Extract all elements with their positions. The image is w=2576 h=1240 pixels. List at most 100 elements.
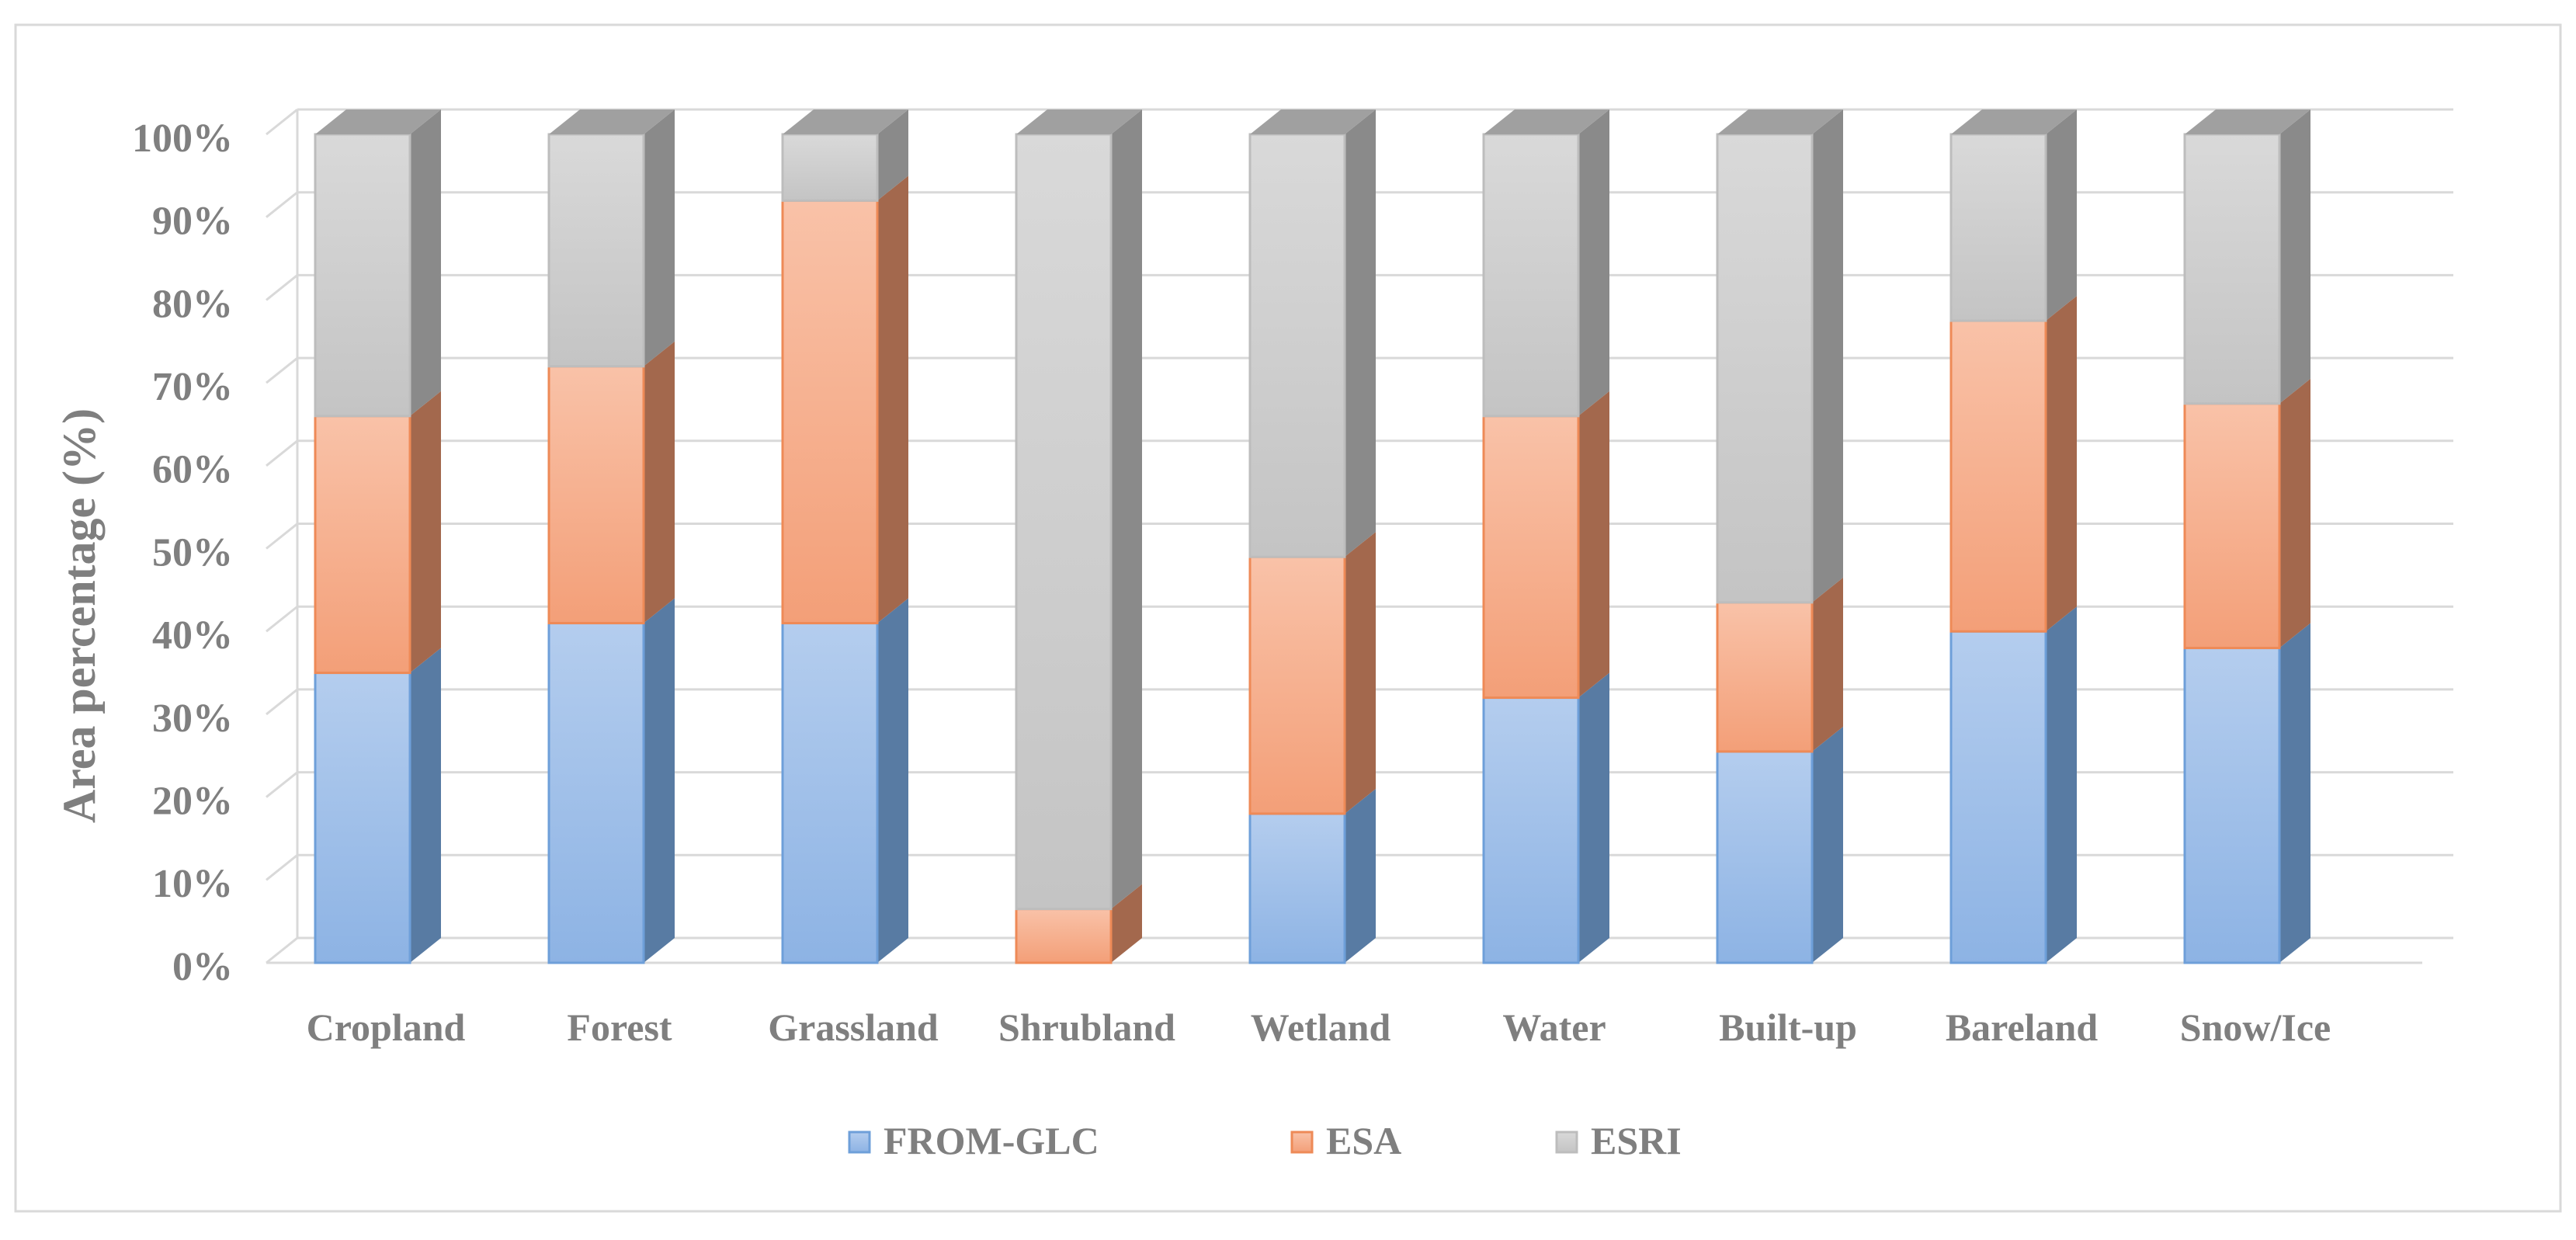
bar-segment — [1248, 532, 1376, 815]
gridline-side — [266, 606, 298, 633]
bar-segment — [1949, 606, 2077, 964]
bar-segment — [781, 175, 908, 625]
bar-segment — [1716, 109, 1843, 604]
bar-side-face — [1812, 109, 1843, 603]
bar-segment — [1482, 391, 1609, 700]
bar-side-face — [877, 598, 908, 963]
gridline-side — [266, 191, 298, 218]
bar-side-face — [410, 648, 441, 963]
gridline-side — [266, 523, 298, 550]
bar-front-face — [2183, 402, 2281, 650]
y-tick-label: 0% — [172, 945, 233, 989]
legend-label: FROM-GLC — [884, 1119, 1099, 1162]
bar-front-face — [1949, 133, 2047, 322]
bar-side-face — [410, 391, 441, 673]
gridline-side — [266, 439, 298, 467]
bar-side-face — [2279, 378, 2310, 648]
bar-side-face — [1578, 391, 1609, 698]
bar-top-face — [1484, 109, 1609, 134]
bar-top-face — [1250, 109, 1376, 134]
legend-item: ESA — [1290, 1119, 1401, 1162]
bar-segment — [1482, 109, 1609, 418]
bar-segment — [1248, 788, 1376, 964]
bar-side-face — [2046, 296, 2077, 632]
bar-front-face — [2183, 133, 2281, 405]
bar-segment — [2183, 623, 2310, 964]
gridline-side — [266, 688, 298, 716]
bar-side-face — [410, 109, 441, 416]
bar-segment — [1949, 296, 2077, 633]
y-tick-label: 20% — [152, 780, 233, 824]
bar-side-face — [644, 109, 675, 366]
bar-side-face — [644, 598, 675, 963]
bar-side-face — [2046, 109, 2077, 321]
bar-front-face — [1482, 415, 1580, 700]
bar-segment — [314, 391, 441, 675]
bar-segment — [547, 598, 675, 964]
bar-front-face — [781, 133, 879, 202]
bar-side-face — [2279, 623, 2310, 963]
bar-side-face — [1812, 577, 1843, 752]
y-axis-label: Area percentage (%) — [54, 408, 105, 823]
bar-front-face — [314, 133, 411, 418]
bar-front-face — [2183, 647, 2281, 964]
bar-side-face — [1111, 884, 1142, 963]
legend-item: ESRI — [1555, 1119, 1682, 1162]
bar-front-face — [1248, 812, 1346, 964]
bar-side-face — [1578, 672, 1609, 963]
bar-top-face — [2185, 109, 2310, 134]
bar-side-face — [877, 175, 908, 623]
bar-side-face — [1111, 109, 1142, 909]
bar-top-face — [1717, 109, 1843, 134]
bar-front-face — [547, 133, 645, 368]
bar-top-face — [549, 109, 675, 134]
bar-side-face — [2279, 109, 2310, 404]
bar-front-face — [314, 672, 411, 964]
y-tick-label: 30% — [152, 696, 233, 741]
bar-side-face — [1345, 788, 1376, 963]
bar-front-face — [781, 199, 879, 625]
x-axis: Cropland Forest Grassland Shrubland Wetland W… — [307, 1006, 2331, 1049]
y-tick-label: 40% — [152, 613, 233, 658]
gridline-side — [266, 771, 298, 798]
bar-top-face — [315, 109, 441, 134]
legend-swatch — [848, 1131, 871, 1154]
legend-swatch — [1555, 1131, 1578, 1154]
bar-segment — [1949, 109, 2077, 322]
bar-segment — [1015, 109, 1142, 911]
bar-segment — [314, 109, 441, 418]
bar-segment — [1248, 109, 1376, 558]
gridline-side — [266, 936, 298, 964]
legend-swatch — [1290, 1131, 1314, 1154]
bar-front-face — [1949, 630, 2047, 964]
x-tick-label: Cropland — [307, 1006, 466, 1049]
legend-label: ESRI — [1591, 1119, 1682, 1162]
bar-side-face — [877, 109, 908, 201]
bar-front-face — [547, 622, 645, 964]
y-tick-label: 90% — [152, 200, 233, 244]
y-axis: 0% 10% 20% 30% 40% 50% 60% 70% 80% 90% 100% — [132, 116, 233, 989]
bar-front-face — [1248, 133, 1346, 558]
y-tick-label: 100% — [132, 116, 233, 161]
bar-front-face — [781, 622, 879, 964]
x-tick-label: Snow/Ice — [2180, 1006, 2331, 1049]
x-tick-label: Water — [1502, 1006, 1606, 1049]
x-tick-label: Shrubland — [998, 1006, 1175, 1049]
bar-top-face — [1016, 109, 1142, 134]
legend-label: ESA — [1326, 1119, 1401, 1162]
bar-side-face — [2046, 606, 2077, 963]
x-tick-label: Built-up — [1719, 1006, 1857, 1049]
bar-front-face — [1716, 601, 1814, 753]
x-tick-label: Forest — [567, 1006, 672, 1049]
y-tick-label: 80% — [152, 282, 233, 326]
x-tick-label: Grassland — [768, 1006, 939, 1049]
bar-top-face — [783, 109, 908, 134]
bar-side-face — [1345, 109, 1376, 557]
bar-segment — [1482, 672, 1609, 964]
legend-item: FROM-GLC — [848, 1119, 1099, 1162]
bar-front-face — [1248, 555, 1346, 815]
bar-front-face — [1015, 133, 1113, 911]
bar-side-face — [644, 341, 675, 623]
bar-side-face — [1345, 532, 1376, 814]
